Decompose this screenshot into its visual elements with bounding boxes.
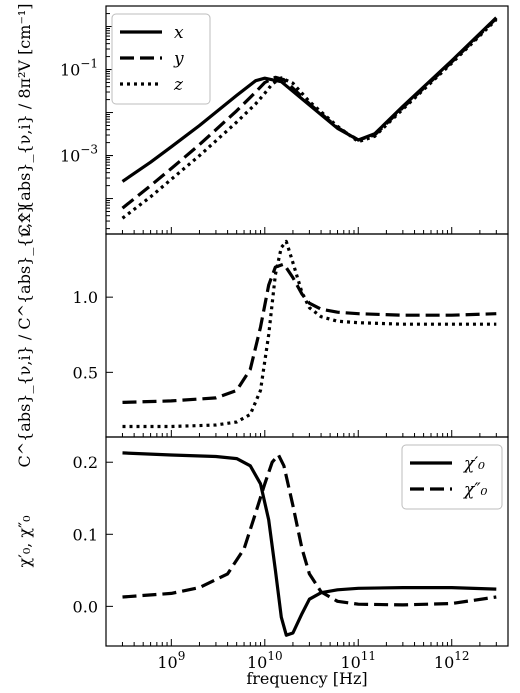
x-tick-label-exp: 10 [267, 649, 282, 663]
series-line-1-0 [122, 262, 497, 404]
series-line-2-1 [122, 453, 497, 607]
panel-middle: 1.0 0.5 [73, 233, 509, 438]
legend-label: y [173, 49, 184, 69]
x-tick-label: 109 [157, 649, 185, 672]
x-tick-label-exp: 9 [178, 649, 186, 663]
legend-box [401, 444, 503, 510]
y-tick-label: 0.5 [73, 363, 98, 382]
axis-labels: C^{abs}_{ν,i} / 8π²V [cm⁻¹]C^{abs}_{ν,i}… [15, 3, 368, 688]
series-line-0-2 [121, 18, 498, 220]
x-tick-label-exp: 11 [361, 649, 376, 663]
y-tick-label: 0.2 [73, 453, 98, 472]
legend-label: χ″₀ [463, 480, 488, 500]
y-tick-label: 0.0 [73, 597, 98, 616]
y-tick-label-base: 10 [60, 61, 80, 80]
y-tick-label: 1.0 [73, 288, 98, 307]
legend: xyz [111, 13, 211, 105]
y-tick-label-exp: −1 [80, 57, 98, 71]
legend-label: x [174, 23, 184, 43]
x-tick-label-base: 10 [340, 653, 360, 672]
series-line-1-1 [122, 239, 497, 429]
x-tick-label: 1010 [247, 649, 283, 672]
y-tick-label-exp: −3 [80, 143, 98, 157]
y-tick-label: 0.1 [73, 525, 98, 544]
x-tick-label-base: 10 [247, 653, 267, 672]
axes-frame [105, 436, 509, 647]
x-tick-label-base: 10 [434, 653, 454, 672]
y-axis-label: χ′₀, χ″₀ [15, 516, 34, 568]
axes-frame [105, 233, 509, 438]
legend: χ′₀ χ″₀ [401, 444, 503, 510]
x-axis-label: frequency [Hz] [246, 669, 367, 688]
series-line-2-0 [122, 451, 497, 637]
x-tick-label-base: 10 [157, 653, 177, 672]
y-tick-label: 10−1 [60, 57, 98, 80]
y-tick-label: 10−3 [60, 143, 98, 166]
y-axis-label: C^{abs}_{ν,i} / C^{abs}_{ν,x} [15, 203, 34, 467]
legend-label: χ′₀ [463, 454, 485, 474]
x-tick-label: 1011 [340, 649, 376, 672]
x-tick-label-exp: 12 [454, 649, 469, 663]
y-axis-label: C^{abs}_{ν,i} / 8π²V [cm⁻¹] [15, 3, 34, 236]
legend-label: z [173, 75, 184, 95]
y-tick-label-base: 10 [60, 147, 80, 166]
x-tick-label: 1012 [434, 649, 470, 672]
